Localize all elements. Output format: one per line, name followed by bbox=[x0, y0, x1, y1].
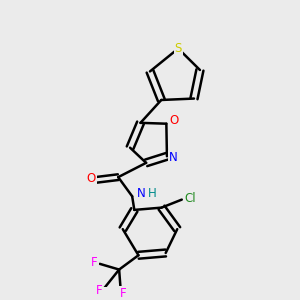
Text: H: H bbox=[148, 187, 157, 200]
Text: Cl: Cl bbox=[184, 192, 196, 205]
Text: N: N bbox=[137, 187, 146, 200]
Text: O: O bbox=[169, 114, 178, 127]
Text: F: F bbox=[120, 287, 127, 300]
Text: F: F bbox=[96, 284, 102, 298]
Text: S: S bbox=[175, 42, 182, 55]
Text: N: N bbox=[169, 151, 178, 164]
Text: F: F bbox=[91, 256, 98, 269]
Text: O: O bbox=[87, 172, 96, 185]
